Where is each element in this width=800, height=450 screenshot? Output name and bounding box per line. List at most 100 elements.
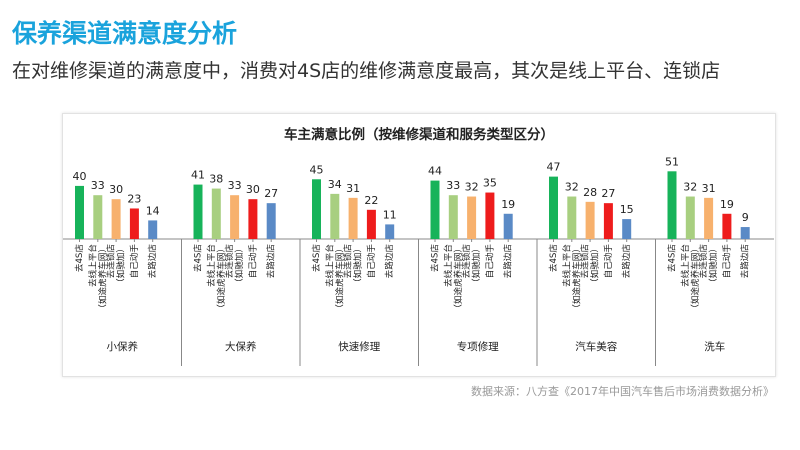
bar [667,171,677,239]
bar [722,213,732,239]
page-subtitle: 在对维修渠道的满意度中，消费对4S店的维修满意度最高，其次是线上平台、连锁店 [12,60,721,82]
bar [485,192,495,239]
value-label: 38 [209,173,223,186]
bar [467,196,477,239]
bar [248,199,258,239]
value-label: 32 [683,181,697,194]
bar [93,195,103,239]
category-label: （如途虎养车网） [689,244,701,313]
category-label: 去4S店 [429,244,441,273]
value-label: 51 [665,155,679,168]
group-label: 汽车美容 [575,340,617,353]
category-label: 自己动手 [365,244,377,279]
category-label: （如驰加） [115,244,127,287]
category-label: 去路边店 [620,244,632,279]
value-label: 28 [583,186,597,199]
group-label: 洗车 [704,340,725,353]
bar [448,195,458,239]
bar [266,203,276,239]
value-label: 22 [364,194,378,207]
data-source-note: 数据来源：八方查《2017年中国汽车售后市场消费数据分析》 [471,385,774,398]
bar [567,196,577,239]
category-label: （如途虎养车网） [452,244,464,313]
category-label: （如途虎养车网） [96,244,108,313]
value-label: 33 [91,179,105,192]
value-label: 33 [446,179,460,192]
value-label: 31 [346,182,360,195]
value-label: 30 [246,183,260,196]
value-label: 34 [328,178,342,191]
category-label: 自己动手 [720,244,732,279]
bar [330,193,340,239]
category-label: 去路边店 [383,244,395,279]
bar [385,224,395,239]
bar [503,213,513,239]
value-label: 41 [191,169,205,182]
value-label: 15 [620,203,634,216]
bar [211,188,221,239]
category-label: （如驰加） [352,244,364,287]
category-label: （如途虎养车网） [333,244,345,313]
category-label: 去连锁店 [579,244,591,279]
bar [704,197,714,239]
value-label: 14 [146,204,160,217]
value-label: 44 [428,165,442,178]
category-label: （如途虎养车网） [215,244,227,313]
category-label: 去4S店 [192,244,204,273]
bar [585,201,595,239]
value-label: 11 [383,208,397,221]
bar [111,199,121,239]
value-label: 45 [310,163,324,176]
group-label: 小保养 [107,340,139,353]
category-label: 去4S店 [547,244,559,273]
category-label: 去连锁店 [223,244,235,279]
bar [230,195,240,239]
value-label: 33 [228,179,242,192]
category-label: （如驰加） [707,244,719,287]
value-label: 30 [109,183,123,196]
category-label: 去路边店 [265,244,277,279]
category-label: 去路边店 [502,244,514,279]
category-label: （如驰加） [470,244,482,287]
group-label: 快速修理 [338,340,380,353]
value-label: 19 [501,198,515,211]
category-label: 去线上平台 [205,244,217,287]
bar [312,179,321,239]
category-label: 自己动手 [602,244,614,279]
bar [129,208,139,239]
bar [430,180,440,239]
category-label: （如驰加） [233,244,245,287]
category-label: 去路边店 [146,244,158,279]
value-label: 27 [601,187,615,200]
bar [193,184,203,239]
bar [75,185,84,239]
value-label: 35 [483,177,497,190]
category-label: 自己动手 [246,244,258,279]
category-label: 去连锁店 [105,244,117,279]
category-label: 去线上平台 [86,244,98,287]
category-label: 去线上平台 [442,244,454,287]
bar [603,203,613,239]
bar [685,196,695,239]
category-label: 去线上平台 [679,244,691,287]
category-label: 去线上平台 [560,244,572,287]
category-label: 去4S店 [310,244,322,273]
bar [366,209,376,239]
value-label: 32 [465,181,479,194]
value-label: 47 [547,161,561,174]
group-label: 大保养 [225,340,257,353]
category-label: （如驰加） [589,244,601,287]
category-label: 去线上平台 [323,244,335,287]
category-label: 去连锁店 [342,244,354,279]
bar [348,197,358,239]
value-label: 23 [127,192,141,205]
category-label: 去4S店 [73,244,85,273]
category-label: 去连锁店 [460,244,472,279]
category-label: 去路边店 [739,244,751,279]
chart-title: 车主满意比例（按维修渠道和服务类型区分） [284,126,554,143]
bar [549,176,558,239]
bar [740,227,750,239]
chart-panel: 车主满意比例（按维修渠道和服务类型区分） 40 去4S店 33 去线上平台 （如途虎养车网… [62,113,776,377]
category-label: （如途虎养车网） [570,244,582,313]
